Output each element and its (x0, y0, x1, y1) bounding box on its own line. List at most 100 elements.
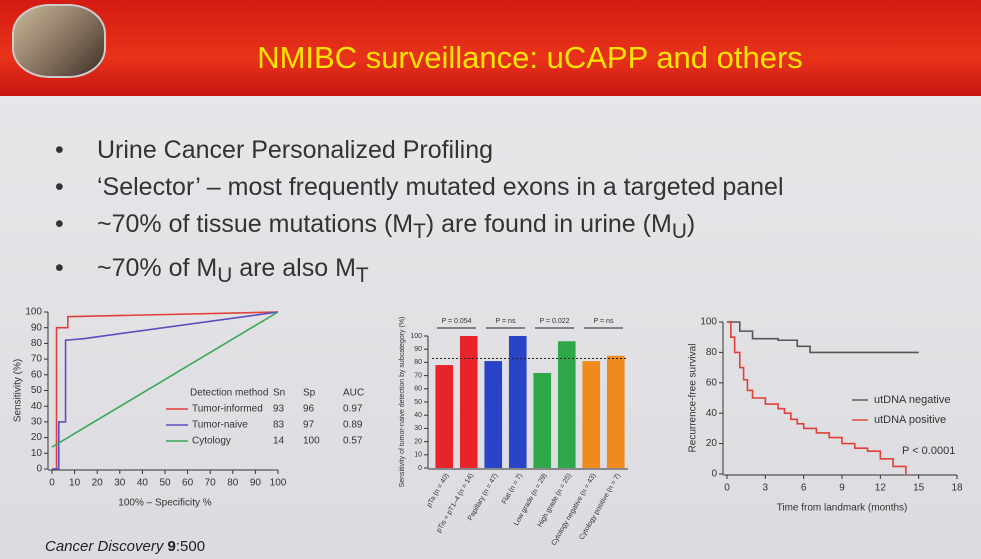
legend-column: Sn (273, 388, 285, 399)
legend-value: 0.89 (343, 420, 363, 431)
x-tick-label: 12 (875, 483, 887, 494)
bullet-text: Urine Cancer Personalized Profiling (97, 136, 494, 164)
slide-title: NMIBC surveillance: uCAPP and others (257, 40, 803, 75)
annotation: P = ns (496, 318, 516, 325)
y-tick-label: 10 (414, 452, 422, 459)
annotation: P = 0.022 (539, 318, 569, 325)
y-tick-label: 50 (414, 399, 422, 406)
x-tick-label: 0 (49, 478, 55, 489)
x-tick-label: 80 (227, 478, 239, 489)
legend-column: Sp (303, 388, 316, 399)
y-axis-label: Sensitivity of tumor-naive detection by … (399, 317, 406, 488)
x-tick-label: 0 (724, 483, 730, 494)
bullet-text: ‘Selector’ – most frequently mutated exo… (97, 173, 784, 201)
y-tick-label: 40 (414, 412, 422, 419)
legend-value: 97 (303, 420, 315, 431)
y-tick-label: 100 (25, 307, 42, 318)
y-tick-label: 80 (706, 347, 718, 358)
series-line (52, 311, 279, 470)
legend-label: utDNA negative (874, 394, 950, 406)
x-tick-label: 10 (69, 478, 81, 489)
legend-value: 14 (273, 436, 285, 447)
journal: Cancer Discovery (45, 538, 164, 555)
bullet: Urine Cancer Personalized Profiling (55, 134, 784, 167)
subscript: U (671, 220, 687, 243)
series-line (51, 311, 279, 448)
annotation: P = ns (594, 318, 614, 325)
bullet: ~70% of MU are also MT (55, 252, 784, 292)
bar (484, 361, 503, 468)
citation: Cancer Discovery 9:500 (45, 538, 205, 555)
x-tick-label: 60 (182, 478, 194, 489)
x-tick-label: 30 (114, 478, 126, 489)
legend-title: Detection method (190, 388, 268, 399)
subscript: T (413, 220, 426, 243)
annotation: P < 0.0001 (902, 445, 955, 457)
y-tick-label: 20 (706, 438, 718, 449)
bullet-list: Urine Cancer Personalized Profiling ‘Sele… (55, 134, 784, 296)
y-tick-label: 0 (418, 465, 422, 472)
y-tick-label: 40 (706, 408, 718, 419)
y-tick-label: 20 (31, 432, 43, 443)
y-tick-label: 10 (31, 448, 43, 459)
bar (508, 336, 527, 468)
legend-label: Tumor-naive (192, 420, 248, 431)
legend-value: 96 (303, 404, 315, 415)
x-axis-label: Time from landmark (months) (777, 503, 908, 514)
bar (435, 365, 454, 468)
legend-value: 0.97 (343, 404, 363, 415)
volume: 9 (167, 538, 176, 555)
y-tick-label: 60 (414, 386, 422, 393)
x-tick-label: pTa (n = 40) (426, 472, 451, 508)
bar (606, 355, 625, 468)
x-tick-label: Cytology negative (n = 43) (551, 472, 598, 546)
bullet-text: ) (686, 210, 696, 238)
x-tick-label: 90 (250, 478, 262, 489)
bar (582, 361, 601, 468)
annotation: P = 0.054 (441, 318, 471, 325)
y-tick-label: 60 (706, 377, 718, 388)
bar (459, 336, 478, 468)
bullet-text: are also M (232, 254, 356, 282)
bullet-text: ) are found in urine (M (425, 210, 672, 238)
bullet: ‘Selector’ – most frequently mutated exo… (55, 171, 784, 204)
y-tick-label: 100 (700, 317, 717, 328)
x-tick-label: 70 (205, 478, 217, 489)
legend-label: utDNA positive (874, 414, 946, 426)
x-tick-label: Flat (n = 7) (501, 472, 524, 505)
x-tick-label: 20 (92, 478, 104, 489)
y-tick-label: 100 (410, 333, 422, 340)
x-tick-label: 6 (801, 483, 807, 494)
legend-label: Tumor-informed (192, 404, 263, 415)
subscript: U (217, 264, 233, 287)
y-tick-label: 80 (414, 359, 422, 366)
logo-photo (12, 4, 106, 78)
x-tick-label: 50 (159, 478, 171, 489)
x-axis-label: 100% – Specificity % (118, 498, 211, 509)
x-tick-label: 18 (951, 483, 963, 494)
x-tick-label: 9 (839, 483, 845, 494)
y-tick-label: 80 (31, 338, 43, 349)
subscript: T (355, 264, 369, 287)
y-tick-label: 70 (31, 354, 43, 365)
header-bar (0, 0, 981, 96)
y-tick-label: 60 (31, 369, 43, 380)
bullet: ~70% of tissue mutations (MT) are found … (55, 208, 784, 248)
legend-value: 83 (273, 420, 285, 431)
bar (557, 341, 576, 468)
legend-value: 93 (273, 404, 285, 415)
legend-label: Cytology (192, 436, 231, 447)
y-axis-label: Recurrence-free survival (688, 344, 699, 453)
page: :500 (175, 538, 206, 555)
y-tick-label: 40 (31, 401, 43, 412)
y-tick-label: 20 (414, 438, 422, 445)
y-tick-label: 0 (711, 469, 717, 480)
series-line (727, 321, 907, 474)
x-tick-label: 100 (270, 478, 287, 489)
y-tick-label: 70 (414, 372, 422, 379)
bullet-text: ~70% of M (97, 254, 218, 282)
legend-value: 0.57 (343, 436, 363, 447)
x-tick-label: 40 (137, 478, 149, 489)
